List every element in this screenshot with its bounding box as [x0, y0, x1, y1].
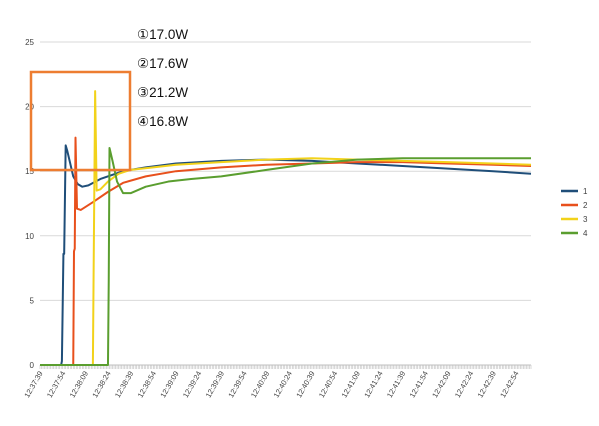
- series-line-2: [40, 136, 532, 366]
- x-tick-label: 12:39:54: [226, 370, 248, 400]
- x-tick-label: 12:39:09: [158, 370, 180, 400]
- x-tick-label: 12:39:24: [181, 370, 203, 400]
- x-tick-label: 12:41:24: [362, 370, 384, 400]
- series-lines: [40, 90, 532, 366]
- series-line-4: [40, 146, 531, 366]
- x-tick-label: 12:38:24: [90, 370, 112, 400]
- annotations: ①17.0W ②17.6W ③21.2W ④16.8W: [29, 27, 188, 172]
- peak-annotation-3: ③21.2W: [137, 85, 188, 100]
- x-tick-label: 12:40:09: [249, 370, 271, 400]
- legend-label-1: 1: [583, 187, 588, 196]
- x-tick-label: 12:42:09: [430, 370, 452, 400]
- legend-label-3: 3: [583, 215, 588, 224]
- y-tick-label: 10: [25, 232, 34, 241]
- x-minor-ticks: [39, 365, 532, 369]
- x-tick-label: 12:37:54: [45, 370, 67, 400]
- x-tick-label: 12:37:39: [22, 370, 44, 400]
- series-line-3: [40, 90, 532, 366]
- legend-label-2: 2: [583, 201, 588, 210]
- x-tick-label: 12:41:39: [385, 370, 407, 400]
- x-axis: 12:37:39 12:37:54 12:38:09 12:38:24 12:38:39…: [22, 364, 532, 400]
- x-tick-label: 12:40:39: [294, 370, 316, 400]
- peak-annotation-2: ②17.6W: [137, 56, 188, 71]
- legend-label-4: 4: [583, 229, 588, 238]
- y-tick-label: 0: [30, 361, 35, 370]
- x-tick-label: 12:40:54: [317, 370, 339, 400]
- x-tick-label: 12:41:09: [340, 370, 362, 400]
- highlight-box: [29, 70, 132, 172]
- peak-annotation-1: ①17.0W: [137, 27, 188, 42]
- legend: 1 2 3 4: [561, 187, 588, 238]
- x-tick-label: 12:38:09: [68, 370, 90, 400]
- x-tick-label: 12:39:39: [204, 370, 226, 400]
- y-tick-label: 15: [25, 167, 34, 176]
- x-tick-label: 12:41:54: [408, 370, 430, 400]
- gridlines: [40, 41, 531, 366]
- x-tick-label: 12:40:24: [272, 370, 294, 400]
- x-tick-label: 12:38:39: [113, 370, 135, 400]
- x-tick-label: 12:42:39: [476, 370, 498, 400]
- y-tick-label: 5: [30, 296, 35, 305]
- x-tick-label: 12:38:54: [136, 370, 158, 400]
- x-tick-label: 12:42:24: [453, 370, 475, 400]
- peak-annotation-4: ④16.8W: [137, 114, 188, 129]
- y-tick-label: 25: [25, 38, 34, 47]
- x-tick-label: 12:42:54: [498, 370, 520, 400]
